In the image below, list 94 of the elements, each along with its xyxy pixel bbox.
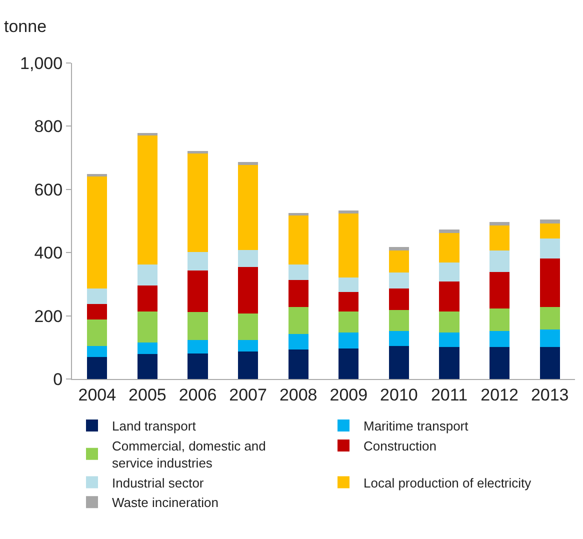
legend-label: Land transport xyxy=(112,418,196,434)
bar xyxy=(87,288,108,304)
y-tick-label: 400 xyxy=(34,244,63,263)
x-tick-label: 2006 xyxy=(178,385,217,404)
x-tick-label: 2007 xyxy=(229,385,267,404)
bar xyxy=(288,306,308,334)
bar xyxy=(238,250,258,268)
bar xyxy=(188,151,208,154)
bar xyxy=(439,346,460,379)
bar xyxy=(489,346,510,379)
x-tick-label: 2005 xyxy=(128,385,166,404)
bar xyxy=(489,250,510,272)
bar xyxy=(489,272,510,309)
bar xyxy=(338,348,359,379)
bar xyxy=(489,222,510,226)
x-tick-label: 2008 xyxy=(279,385,318,404)
bar xyxy=(137,312,158,342)
bar xyxy=(338,332,359,348)
bar xyxy=(540,346,560,379)
bar xyxy=(540,258,560,307)
legend-label: Waste incineration xyxy=(112,495,218,510)
x-tick-label: 2010 xyxy=(380,385,418,404)
bar xyxy=(388,272,410,289)
y-axis-title: tonne xyxy=(4,17,47,36)
bar xyxy=(439,332,460,347)
bar xyxy=(238,267,258,314)
bar xyxy=(288,280,308,307)
bar xyxy=(489,308,510,331)
bar xyxy=(288,215,308,265)
bar xyxy=(188,270,208,312)
bar xyxy=(137,354,158,379)
bar xyxy=(188,312,208,340)
legend-label: Maritime transport xyxy=(364,418,469,434)
bar xyxy=(338,277,359,292)
bar xyxy=(188,252,208,270)
bar xyxy=(87,320,108,346)
bar xyxy=(137,342,158,354)
x-tick-label: 2013 xyxy=(530,385,569,404)
bar xyxy=(540,220,560,224)
bar xyxy=(188,154,208,252)
bar xyxy=(388,250,410,273)
legend-label: Industrial sector xyxy=(112,475,204,490)
x-tick-label: 2012 xyxy=(480,385,518,404)
y-tick-label: 0 xyxy=(53,370,63,389)
bar xyxy=(288,350,308,379)
bar xyxy=(137,135,158,265)
x-tick-label: 2009 xyxy=(330,385,368,404)
bar xyxy=(489,330,510,347)
bar xyxy=(288,334,308,350)
bar xyxy=(338,210,359,214)
bar xyxy=(87,304,108,320)
bar xyxy=(188,340,208,354)
bar xyxy=(87,176,108,289)
bar xyxy=(439,281,460,312)
bar xyxy=(439,311,460,333)
bar xyxy=(338,292,359,312)
bar xyxy=(238,164,258,250)
y-tick-label: 200 xyxy=(34,306,63,326)
bar xyxy=(238,340,258,352)
y-tick-label: 1,000 xyxy=(20,54,63,73)
bar xyxy=(137,264,158,286)
x-tick-label: 2004 xyxy=(78,385,116,404)
bar xyxy=(338,214,359,278)
legend-label: Construction xyxy=(364,438,436,454)
bar xyxy=(388,346,410,379)
x-tick-label: 2011 xyxy=(430,385,468,404)
bar xyxy=(188,353,208,379)
bar xyxy=(288,212,308,216)
bar xyxy=(238,313,258,340)
bar xyxy=(439,233,460,262)
bar xyxy=(87,346,108,357)
legend-label: Local production of electricity xyxy=(364,475,532,490)
bar xyxy=(540,238,560,259)
bar xyxy=(388,330,410,346)
bar xyxy=(489,225,510,250)
bar xyxy=(388,288,410,310)
bar xyxy=(388,246,410,250)
bar xyxy=(540,306,560,330)
bar xyxy=(238,162,258,165)
bar xyxy=(540,329,560,347)
bar xyxy=(137,132,158,136)
y-tick-label: 600 xyxy=(34,180,63,200)
legend-label: Commercial, domestic and service industries xyxy=(112,438,266,470)
bar xyxy=(137,285,158,312)
bar xyxy=(338,311,359,333)
bar xyxy=(238,352,258,379)
bar xyxy=(87,174,108,176)
bar xyxy=(288,264,308,280)
bar xyxy=(388,310,410,331)
bar xyxy=(540,224,560,239)
bar xyxy=(439,262,460,282)
bar xyxy=(87,356,108,379)
y-tick-label: 800 xyxy=(34,117,63,136)
bar xyxy=(439,230,460,234)
